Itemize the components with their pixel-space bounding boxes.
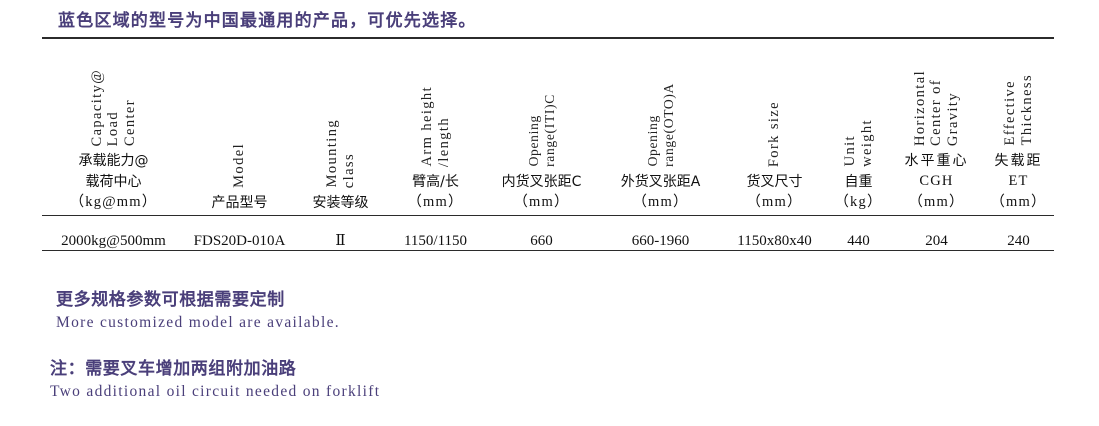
note-oil-circuit: 注：需要叉车增加两组附加油路 Two additional oil circui… [50,358,1056,403]
header-unit: （mm） [632,193,689,210]
table-top-rule [42,37,1054,39]
cell-arm-height-length: 1150/1150 [403,233,468,249]
cell-fork-size: 1150x80x40 [737,233,812,249]
header-unit: （mm） [746,193,803,210]
header-cn-line: 载荷中心 [85,173,142,190]
header-en-line: Capacity@ [88,68,105,147]
header-cn-line: 自重 [844,173,873,190]
cell-capacity-load-center: 2000kg@500mm [61,233,166,249]
header-cn-line: 产品型号 [211,194,268,211]
column-header-horizontal-center-of-gravity: Horizontal Center of Gravity 水平重心 CGH （m… [890,39,983,215]
cell-horizontal-center-of-gravity: 204 [925,233,948,249]
header-en-rotated: Mounting class [324,76,357,188]
header-unit: （kg） [834,193,883,210]
header-en-rotated: Horizontal Center of Gravity [912,34,962,146]
header-en-line: Thickness [1018,74,1035,146]
header-en-line: range(ITI)C [541,93,557,167]
header-cn-line: CGH [919,172,954,189]
table-row: 2000kg@500mm FDS20D-010A Ⅱ 1150/1150 660… [42,216,1054,250]
header-cn-line: 安装等级 [312,194,369,211]
note-cn-text: 更多规格参数可根据需要定制 [56,290,285,310]
table-header-rule [42,215,1054,216]
header-en-line: Effective [1002,80,1018,146]
header-unit: （kg@mm） [69,193,158,210]
column-header-unit-weight: Unit weight 自重 （kg） [827,39,890,215]
header-en-rotated: Opening range(OTO)A [645,55,676,167]
header-en-line: Opening [526,115,541,167]
header-unit: （mm） [513,193,570,210]
note-en-text: More customized model are available. [56,313,340,331]
cell-opening-range-iti-c: 660 [530,233,553,249]
header-en-line: Model [231,142,248,188]
cell-mounting-class: Ⅱ [335,233,346,249]
header-en-line: Mounting [324,119,340,188]
header-en-line: Center of [928,78,945,146]
cell-opening-range-oto-a: 660-1960 [631,233,690,249]
header-cn-line: 失载距 [994,152,1043,169]
header-cn-line: ET [1008,172,1029,189]
header-en-rotated: Capacity@ Load Center [88,34,139,147]
header-cn-line: 外货叉张距A [620,173,701,190]
column-header-mounting-class: Mounting class 安装等级 [294,39,387,215]
header-en-rotated: Unit weight [842,55,875,167]
header-en-line: Opening [645,115,660,167]
header-unit: （mm） [990,193,1047,210]
header-cn-line: 承载能力@ [78,153,149,170]
header-en-line: Arm height [419,86,435,167]
header-cn-line: 臂高/长 [412,173,459,190]
column-header-model: Model 产品型号 [185,39,294,215]
header-en-line: Unit [842,135,858,167]
cell-model: FDS20D-010A [193,233,286,249]
header-cn-line: 水平重心 [904,152,969,169]
column-header-fork-size: Fork size 货叉尺寸 （mm） [722,39,827,215]
note-cn-text: 注：需要叉车增加两组附加油路 [50,358,297,379]
header-en-line: Gravity [944,91,961,146]
header-unit: （mm） [908,193,965,210]
column-header-opening-range-oto-a: Opening range(OTO)A 外货叉张距A （mm） [599,39,722,215]
table-bottom-rule [42,250,1054,251]
header-en-line: Fork size [766,100,783,167]
header-unit: （mm） [407,193,464,210]
cell-effective-thickness: 240 [1007,233,1030,249]
header-en-rotated: Arm height /length [419,55,452,167]
column-header-arm-height-length: Arm height /length 臂高/长 （mm） [387,39,484,215]
header-en-line: Load [105,110,122,147]
header-cn-line: 内货叉张距C [501,173,582,190]
header-en-line: Horizontal [911,69,928,146]
header-en-rotated: Effective Thickness [1002,34,1035,146]
notes-section: 更多规格参数可根据需要定制 More customized model are … [50,289,1056,426]
note-en-text: Two additional oil circuit needed on for… [50,382,381,400]
column-header-capacity-load-center: Capacity@ Load Center 承载能力@ 载荷中心 （kg@mm） [42,39,185,215]
spec-table: Capacity@ Load Center 承载能力@ 载荷中心 （kg@mm） [42,39,1054,215]
note-customization: 更多规格参数可根据需要定制 More customized model are … [56,289,1056,334]
cell-unit-weight: 440 [847,233,870,249]
header-en-rotated: Fork size [766,55,783,167]
page-title: 蓝色区域的型号为中国最通用的产品，可优先选择。 [58,11,477,31]
column-header-effective-thickness: Effective Thickness 失载距 ET （mm） [983,39,1054,215]
header-cn-line: 货叉尺寸 [746,173,803,190]
spec-table-body: 2000kg@500mm FDS20D-010A Ⅱ 1150/1150 660… [42,216,1054,250]
header-en-rotated: Opening range(ITI)C [526,55,557,167]
header-en-line: class [340,152,357,188]
table-header-row: Capacity@ Load Center 承载能力@ 载荷中心 （kg@mm） [42,39,1054,215]
header-en-line: range(OTO)A [660,82,676,167]
column-header-opening-range-iti-c: Opening range(ITI)C 内货叉张距C （mm） [484,39,599,215]
header-en-rotated: Model [231,76,248,188]
header-en-line: Center [121,99,138,147]
header-en-line: /length [435,116,452,167]
specification-table: Capacity@ Load Center 承载能力@ 载荷中心 （kg@mm） [42,37,1054,251]
header-en-line: weight [858,118,875,167]
